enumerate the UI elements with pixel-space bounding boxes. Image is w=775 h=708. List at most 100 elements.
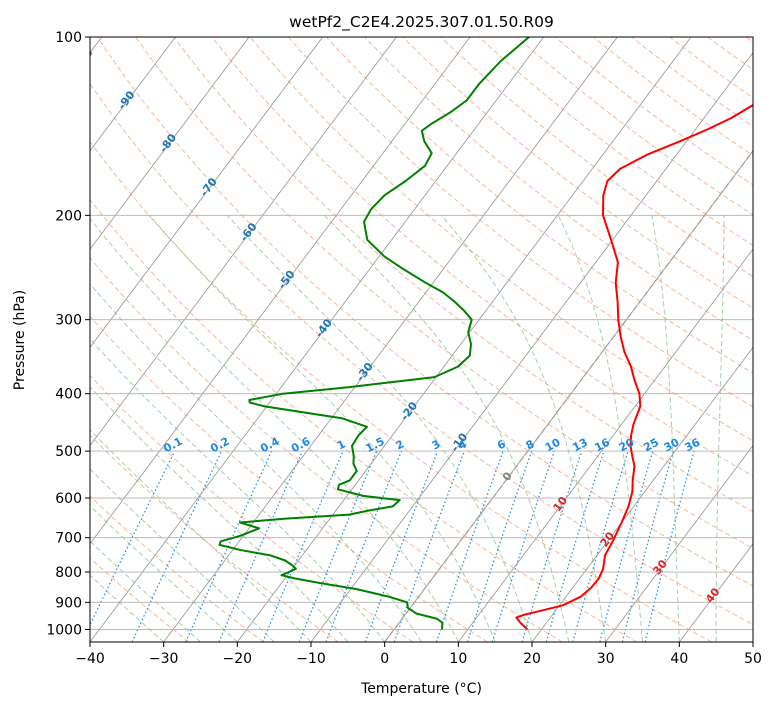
mixing-ratio-label: 3 (430, 437, 443, 452)
isotherm-line (90, 37, 397, 447)
moist-adiabat (324, 214, 570, 642)
mixing-ratio-label: 0.6 (289, 435, 313, 456)
isotherm-line (457, 248, 753, 642)
x-tick-label: −10 (296, 651, 326, 667)
isotherm-line (163, 37, 618, 642)
mixing-ratio-line (298, 450, 378, 642)
dry-adiabat (90, 198, 638, 642)
x-tick-label: −20 (223, 651, 253, 667)
y-tick-label: 800 (55, 565, 82, 581)
mixing-ratio-label: 0.4 (258, 435, 282, 456)
isotherm-line (678, 543, 753, 642)
moist-adiabat (90, 338, 386, 642)
mixing-ratio-line (435, 450, 504, 642)
dry-adiabat (90, 315, 488, 642)
moist-adiabat (90, 428, 312, 642)
moist-adiabat (90, 540, 201, 642)
mixing-ratio-label: 1.5 (363, 435, 386, 456)
isotherm-line (384, 150, 753, 642)
mixing-ratio-label: 36 (683, 436, 703, 455)
y-tick-label: 700 (55, 531, 82, 547)
moist-adiabat (90, 505, 238, 642)
dry-adiabat (90, 557, 190, 642)
isotherm-line (310, 51, 753, 642)
y-tick-label: 500 (55, 444, 82, 460)
dry-adiabat (325, 37, 753, 374)
mixing-ratio-label: 30 (662, 436, 682, 455)
isotherm-line (236, 37, 692, 642)
y-tick-label: 100 (55, 30, 82, 46)
y-tick-label: 200 (55, 208, 82, 224)
mixing-ratio-line (364, 450, 439, 642)
plot-frame (89, 36, 754, 643)
moist-adiabat (226, 214, 533, 642)
moist-adiabat (90, 468, 275, 642)
mixing-ratio-label: 25 (641, 436, 661, 455)
x-tick-label: −40 (75, 651, 105, 667)
dry-adiabat (96, 37, 753, 587)
isotherm-line (531, 346, 753, 642)
dry-adiabat (478, 37, 753, 246)
x-tick-label: 40 (670, 651, 688, 667)
y-tick-label: 1000 (46, 622, 82, 638)
isotherm-line (90, 37, 176, 152)
dry-adiabat (211, 37, 753, 477)
x-tick-label: 0 (380, 651, 389, 667)
x-tick-label: 50 (744, 651, 762, 667)
dry-adiabat (173, 37, 753, 513)
mixing-ratio-label: 2 (393, 437, 406, 452)
mixing-ratio-line (521, 450, 583, 642)
mixing-ratio-line (90, 450, 176, 627)
dry-adiabat (364, 37, 753, 341)
mixing-ratio-line (491, 450, 555, 642)
isotherm-line (90, 37, 471, 545)
mixing-ratio-line (185, 450, 273, 642)
dry-adiabat (745, 37, 753, 43)
mixing-ratio-label: 20 (617, 436, 637, 455)
grid-layer (90, 37, 753, 642)
dry-adiabat (90, 495, 264, 642)
mixing-ratio-label: 13 (570, 436, 590, 455)
reference-lines-layer (90, 37, 753, 642)
series-layer (218, 37, 753, 631)
dry-adiabat (402, 37, 753, 309)
x-axis-label: Temperature (°C) (360, 681, 482, 697)
mixing-ratio-line (545, 450, 605, 642)
y-tick-label: 300 (55, 313, 82, 329)
moist-adiabat (90, 217, 459, 642)
moist-adiabat (149, 214, 496, 642)
mixing-ratio-line (393, 450, 465, 642)
x-axis: −40 −30 −20 −10 0 10 20 30 40 50 (75, 642, 762, 667)
isotherm-line (90, 37, 250, 250)
moist-adiabat (440, 214, 607, 642)
isotherm-line (752, 641, 753, 642)
mixing-ratio-line (325, 450, 403, 642)
moist-adiabat (90, 282, 422, 642)
chart-title: wetPf2_C2E4.2025.307.01.50.R09 (289, 13, 554, 32)
dry-adiabat (90, 434, 339, 642)
dry-adiabat (90, 256, 563, 642)
isotherm-line (90, 37, 545, 642)
y-tick-label: 600 (55, 491, 82, 507)
moist-adiabat (557, 215, 643, 642)
mixing-ratio-label: 0.1 (161, 435, 184, 456)
mixing-ratio-label: 6 (495, 437, 508, 452)
x-tick-label: 10 (449, 651, 467, 667)
mixing-ratio-line (644, 450, 695, 642)
mixing-ratio-line (599, 450, 654, 642)
mixing-ratio-line (621, 450, 674, 642)
dry-adiabat (90, 140, 712, 642)
mixing-ratio-label: 16 (592, 436, 612, 455)
mixing-ratio-line (262, 450, 344, 642)
dewpoint-line (218, 37, 530, 630)
dry-adiabat (707, 37, 753, 71)
mixing-ratio-line (572, 450, 629, 642)
y-tick-label: 900 (55, 595, 82, 611)
y-axis-label: Pressure (hPa) (12, 290, 28, 390)
x-tick-label: −30 (149, 651, 179, 667)
mixing-ratio-label: 10 (543, 436, 563, 455)
y-tick-label: 400 (55, 387, 82, 403)
temperature-line (515, 103, 753, 631)
mixing-ratio-label: 8 (524, 437, 537, 452)
